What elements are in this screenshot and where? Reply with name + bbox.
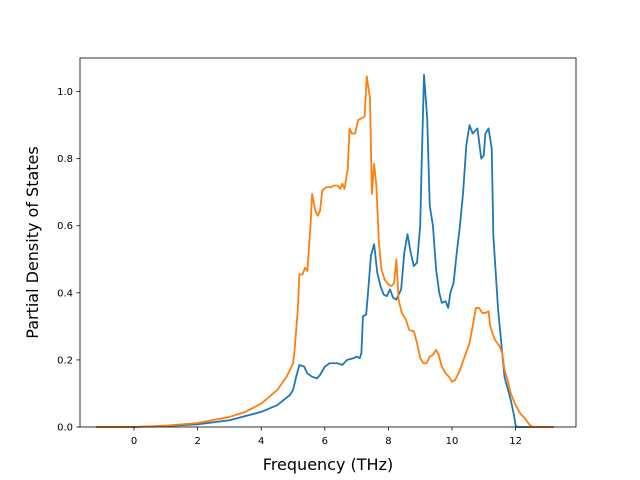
x-tick-label: 0 bbox=[131, 436, 137, 447]
y-axis-label: Partial Density of States bbox=[23, 146, 42, 338]
y-tick-label: 0.4 bbox=[57, 288, 73, 299]
series-line-2 bbox=[95, 75, 554, 428]
y-tick-label: 1.0 bbox=[57, 87, 73, 98]
series-layer bbox=[95, 73, 554, 428]
x-axis-ticks: 0 2 4 6 8 10 12 bbox=[131, 427, 522, 447]
y-tick-label: 0.6 bbox=[57, 221, 73, 232]
x-tick-label: 10 bbox=[446, 436, 459, 447]
axes-frame bbox=[79, 57, 577, 428]
y-tick-label: 0.8 bbox=[57, 154, 73, 165]
x-tick-label: 2 bbox=[194, 436, 200, 447]
x-tick-label: 6 bbox=[322, 436, 328, 447]
y-tick-label: 0.0 bbox=[57, 423, 73, 434]
y-tick-label: 0.2 bbox=[57, 355, 73, 366]
series-line-1 bbox=[95, 73, 554, 428]
x-axis-label: Frequency (THz) bbox=[263, 455, 393, 474]
y-axis-ticks: 0.0 0.2 0.4 0.6 0.8 1.0 bbox=[57, 87, 80, 434]
x-tick-label: 12 bbox=[509, 436, 522, 447]
x-tick-label: 4 bbox=[258, 436, 264, 447]
x-tick-label: 8 bbox=[385, 436, 391, 447]
